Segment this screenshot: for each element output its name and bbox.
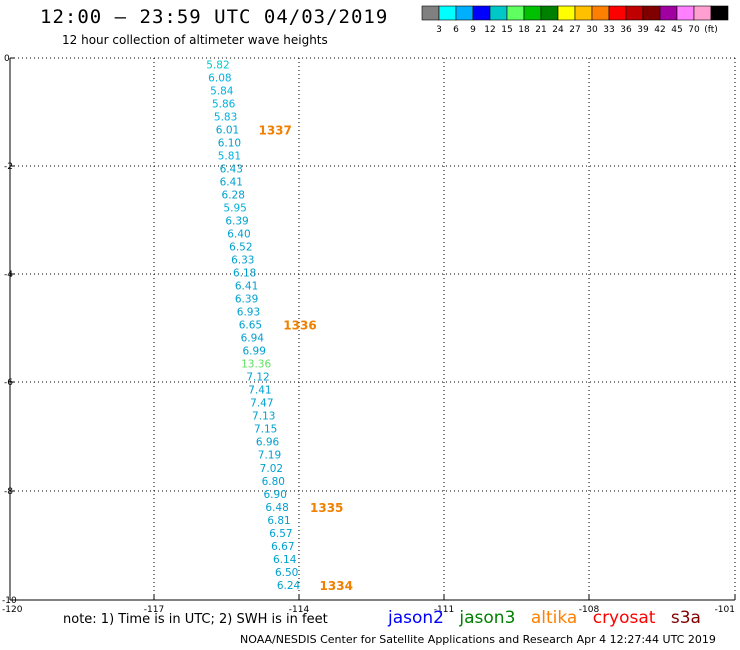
footer-note: note: 1) Time is in UTC; 2) SWH is in fe…	[63, 612, 328, 627]
color-scale-label: 45	[671, 25, 682, 35]
wave-height-label: 6.48	[265, 502, 288, 514]
satellite-legend-s3a: s3a	[670, 608, 701, 628]
wave-height-label: 6.14	[273, 554, 297, 566]
color-scale-label: 21	[535, 25, 546, 35]
color-scale-legend: 3 6 9 12 15 18 21 24 27 30 33 36 39 42 45 70 (ft)	[421, 5, 729, 35]
wave-height-label: 13.36	[241, 359, 271, 371]
satellite-legend-jason3: jason3	[459, 608, 516, 628]
wave-height-label: 7.47	[250, 398, 273, 410]
wave-height-label: 6.41	[220, 177, 243, 189]
wave-height-label: 5.84	[210, 86, 234, 98]
satellite-legend: jason2 jason3 altika cryosat s3a	[388, 608, 711, 628]
wave-height-label: 6.28	[222, 190, 245, 202]
chart-title: 12:00 – 23:59 UTC 04/03/2019	[40, 6, 389, 28]
color-scale-label: 30	[586, 25, 598, 35]
time-annotation: 1336	[283, 319, 316, 333]
y-tick-label: 0	[4, 54, 10, 64]
color-scale-label: (ft)	[704, 25, 718, 35]
wave-height-label: 6.90	[264, 489, 287, 501]
time-annotation: 1335	[310, 501, 343, 515]
wave-height-label: 6.10	[218, 138, 241, 150]
wave-height-label: 6.18	[233, 268, 256, 280]
wave-height-label: 7.41	[248, 385, 271, 397]
wave-height-label: 6.80	[262, 476, 285, 488]
color-scale-label: 70	[688, 25, 700, 35]
color-scale-label: 18	[518, 25, 530, 35]
wave-height-label: 5.82	[206, 60, 229, 72]
color-scale-label: 9	[470, 25, 476, 35]
x-tick-label: -114	[289, 605, 310, 615]
color-scale-label: 39	[637, 25, 649, 35]
wave-height-label: 6.39	[235, 294, 258, 306]
wave-height-label: 6.24	[277, 580, 301, 592]
wave-height-label: 5.95	[223, 203, 246, 215]
wave-height-label: 6.81	[267, 515, 290, 527]
wave-height-label: 7.13	[252, 411, 275, 423]
satellite-legend-altika: altika	[530, 608, 578, 628]
color-scale-label: 42	[654, 25, 665, 35]
wave-height-label: 6.39	[225, 216, 248, 228]
wave-height-label: 6.99	[243, 346, 266, 358]
y-tick-label: -4	[4, 270, 13, 280]
wave-height-label: 6.40	[227, 229, 250, 241]
satellite-legend-cryosat: cryosat	[592, 608, 656, 628]
wave-height-label: 6.96	[256, 437, 280, 449]
x-tick-label: -111	[434, 605, 454, 615]
color-scale-label: 6	[453, 25, 459, 35]
color-scale-label: 24	[552, 25, 564, 35]
wave-height-label: 6.57	[269, 528, 292, 540]
wave-height-label: 6.01	[216, 125, 239, 137]
y-tick-label: -6	[4, 378, 13, 388]
wave-height-label: 6.08	[208, 73, 231, 85]
y-tick-label: -2	[4, 162, 13, 172]
x-tick-label: -108	[579, 605, 600, 615]
wave-height-label: 6.93	[237, 307, 260, 319]
time-annotation: 1337	[258, 124, 291, 138]
wave-height-label: 7.12	[246, 372, 269, 384]
color-scale-label: 27	[569, 25, 580, 35]
wave-height-label: 6.52	[229, 242, 252, 254]
credit-line: NOAA/NESDIS Center for Satellite Applica…	[240, 633, 716, 646]
wave-height-label: 6.41	[235, 281, 258, 293]
wave-height-label: 6.94	[241, 333, 265, 345]
satellite-legend-jason2: jason2	[388, 608, 444, 628]
color-scale-label: 33	[603, 25, 614, 35]
wave-height-label: 6.43	[220, 164, 243, 176]
wave-height-label: 6.65	[239, 320, 262, 332]
wave-height-label: 5.86	[212, 99, 236, 111]
color-swatch	[710, 5, 729, 21]
wave-height-label: 5.81	[218, 151, 241, 163]
wave-height-label: 5.83	[214, 112, 237, 124]
x-tick-label: -101	[715, 605, 735, 615]
x-tick-label: -117	[144, 605, 164, 615]
wave-height-label: 7.15	[254, 424, 277, 436]
color-scale-label: 36	[620, 25, 632, 35]
chart-subtitle: 12 hour collection of altimeter wave hei…	[62, 33, 328, 47]
time-annotation: 1334	[320, 579, 353, 593]
color-scale-label: 15	[501, 25, 512, 35]
y-tick-label: -10	[2, 596, 17, 606]
wave-height-label: 6.50	[275, 567, 298, 579]
wave-height-label: 7.19	[258, 450, 281, 462]
x-tick-label: -120	[2, 605, 23, 615]
wave-height-label: 6.33	[231, 255, 254, 267]
y-tick-label: -8	[4, 487, 13, 497]
color-scale-label: 12	[484, 25, 495, 35]
wave-height-label: 6.67	[271, 541, 294, 553]
color-scale-label: 3	[436, 25, 442, 35]
wave-height-label: 7.02	[260, 463, 283, 475]
